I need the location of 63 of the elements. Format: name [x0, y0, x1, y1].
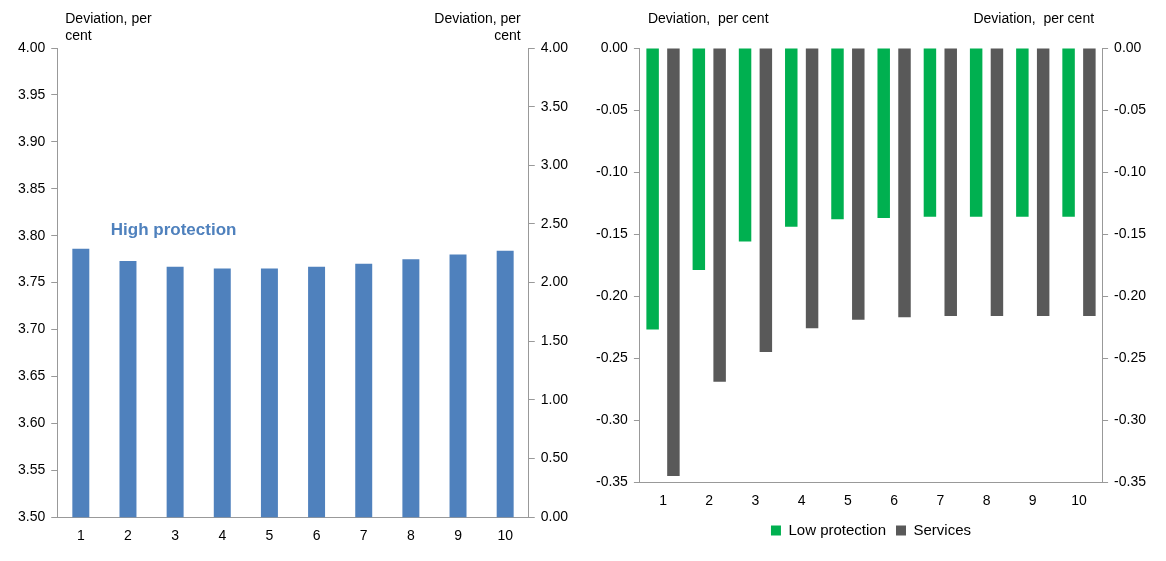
y-axis-title: Deviation, per cent	[65, 9, 152, 43]
x-tick-label: 4	[218, 527, 227, 544]
y2-tick-label: 0.00	[1114, 38, 1142, 55]
y-tick-label: 4.00	[18, 38, 46, 55]
y-tick-label: -0.20	[595, 286, 629, 303]
y2-axis-title: Deviation, per cent	[973, 9, 1095, 26]
y2-tick-label: -0.25	[1114, 349, 1147, 365]
y2-tick-label: -0.20	[1114, 286, 1147, 303]
x-tick-label: 2	[124, 527, 133, 544]
y-tick-label: 3.60	[18, 414, 46, 431]
y2-tick-label: 2.00	[540, 273, 569, 290]
y2-tick-label: 2.50	[540, 214, 569, 231]
y-tick-label: 3.50	[18, 508, 46, 525]
y2-tick-label: 4.00	[540, 38, 569, 55]
y2-tick-label: 3.00	[540, 156, 569, 173]
y-tick-label: 3.75	[18, 273, 46, 290]
y2-tick-label: 3.50	[540, 97, 569, 114]
x-tick-label: 6	[890, 492, 899, 509]
y-tick-label: -0.35	[595, 473, 629, 490]
y-tick-label: -0.15	[595, 224, 629, 241]
y-tick-label: -0.25	[595, 349, 629, 365]
x-tick-label: 3	[171, 527, 180, 544]
x-tick-label: 5	[843, 492, 852, 509]
x-tick-label: 7	[936, 492, 945, 509]
y2-tick-label: 0.00	[540, 508, 569, 525]
y-tick-label: 3.70	[18, 320, 46, 337]
y-tick-label: 3.95	[18, 85, 46, 102]
y-tick-label: 3.85	[18, 179, 46, 196]
legend-label: Low protection	[788, 520, 887, 538]
x-tick-label: 4	[797, 492, 806, 509]
y-tick-label: 3.90	[18, 132, 46, 149]
y2-tick-label: -0.15	[1114, 224, 1147, 241]
x-tick-label: 1	[659, 492, 668, 509]
y2-tick-label: -0.05	[1114, 100, 1147, 117]
x-tick-label: 10	[1071, 492, 1087, 509]
y2-tick-label: -0.10	[1114, 162, 1147, 179]
legend-label: Services	[913, 520, 972, 538]
x-tick-label: 10	[497, 527, 514, 544]
y2-tick-label: 0.50	[540, 449, 569, 466]
y-tick-label: 0.00	[600, 38, 629, 55]
y2-tick-label: -0.35	[1114, 473, 1147, 490]
x-tick-label: 5	[265, 527, 274, 544]
x-tick-label: 9	[454, 527, 463, 544]
x-tick-label: 9	[1028, 492, 1037, 509]
y-tick-label: 3.55	[18, 461, 46, 478]
y-tick-label: -0.05	[595, 100, 629, 117]
y2-axis-title: Deviation, per cent	[434, 9, 522, 43]
x-tick-label: 6	[312, 527, 321, 544]
x-tick-label: 8	[982, 492, 991, 509]
y-axis-title: Deviation, per cent	[647, 9, 769, 26]
x-tick-label: 1	[76, 527, 85, 544]
y2-tick-label: 1.50	[540, 332, 569, 349]
y-tick-label: 3.80	[18, 226, 46, 243]
x-tick-label: 7	[359, 527, 368, 544]
y2-tick-label: 1.00	[540, 390, 569, 407]
x-tick-label: 8	[406, 527, 415, 544]
y-tick-label: -0.30	[595, 411, 629, 428]
y-tick-label: 3.65	[18, 367, 46, 384]
y-tick-label: -0.10	[595, 162, 629, 179]
x-tick-label: 3	[751, 492, 760, 509]
series-label: High protection	[110, 220, 237, 240]
y2-tick-label: -0.30	[1114, 411, 1147, 428]
x-tick-label: 2	[705, 492, 714, 509]
